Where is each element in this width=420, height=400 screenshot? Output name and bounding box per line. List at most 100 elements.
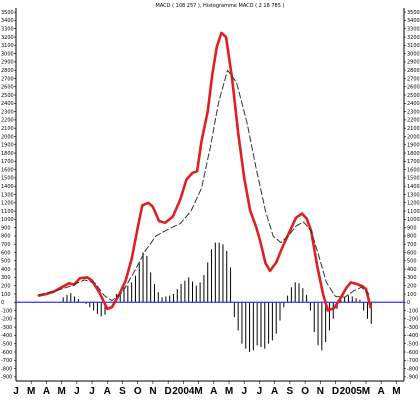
histogram-bars xyxy=(62,242,372,352)
y-tick-label: -900 xyxy=(1,375,12,381)
y-tick-label: 1300 xyxy=(407,192,420,198)
x-tick-label: A xyxy=(378,386,385,397)
y-tick-label: 400 xyxy=(407,267,417,273)
y-tick-label: 2100 xyxy=(1,126,14,132)
y-tick-label: -900 xyxy=(407,375,418,381)
y-tick-label: 200 xyxy=(1,283,11,289)
series-lines xyxy=(37,31,372,312)
y-tick-label: 2800 xyxy=(407,68,420,74)
y-tick-label: -300 xyxy=(1,325,12,331)
y-tick-label: 1100 xyxy=(1,209,14,215)
x-tick-label: M xyxy=(362,386,370,397)
y-tick-label: -500 xyxy=(1,342,12,348)
x-tick-label: A xyxy=(104,386,111,397)
y-tick-label: 2900 xyxy=(1,60,14,66)
y-tick-label: 1900 xyxy=(1,143,14,149)
y-tick-label: 2900 xyxy=(407,60,420,66)
y-tick-label: 3500 xyxy=(1,10,14,16)
y-tick-label: 2500 xyxy=(407,93,420,99)
y-tick-label: 3400 xyxy=(1,18,14,24)
y-tick-label: 3000 xyxy=(1,51,14,57)
y-tick-label: 3500 xyxy=(407,10,420,16)
y-tick-label: 1300 xyxy=(1,192,14,198)
y-tick-label: -600 xyxy=(1,350,12,356)
x-tick-label: A xyxy=(271,386,278,397)
y-tick-label: 1400 xyxy=(1,184,14,190)
y-tick-label: 500 xyxy=(407,259,417,265)
y-tick-label: 1000 xyxy=(407,217,420,223)
y-tick-label: 1200 xyxy=(1,201,14,207)
y-tick-label: 2200 xyxy=(407,118,420,124)
y-axis-right: 3500340033003200310030002900280027002600… xyxy=(404,10,420,381)
y-tick-label: 1700 xyxy=(407,159,420,165)
y-tick-label: 1600 xyxy=(407,167,420,173)
y-tick-label: 1100 xyxy=(407,209,420,215)
x-tick-label: J xyxy=(89,386,95,397)
y-tick-label: -100 xyxy=(407,308,418,314)
y-tick-label: 2500 xyxy=(1,93,14,99)
y-tick-label: 500 xyxy=(1,259,11,265)
x-tick-label: J xyxy=(74,386,80,397)
y-tick-label: 900 xyxy=(407,225,417,231)
y-tick-label: 400 xyxy=(1,267,11,273)
y-tick-label: 600 xyxy=(407,250,417,256)
axes-frame xyxy=(15,8,405,382)
x-tick-label: D xyxy=(165,386,172,397)
y-tick-label: 3400 xyxy=(407,18,420,24)
chart-title: MACD ( 108 257 ), Histogramme MACD ( 2 1… xyxy=(156,3,285,9)
y-tick-label: 1800 xyxy=(1,151,14,157)
y-tick-label: 1400 xyxy=(407,184,420,190)
y-tick-label: -200 xyxy=(407,317,418,323)
y-tick-label: 1500 xyxy=(1,176,14,182)
y-tick-label: -800 xyxy=(407,366,418,372)
y-tick-label: 3200 xyxy=(1,35,14,41)
y-tick-label: 1000 xyxy=(1,217,14,223)
y-tick-label: -500 xyxy=(407,342,418,348)
y-tick-label: 2700 xyxy=(1,76,14,82)
y-tick-label: 2000 xyxy=(1,134,14,140)
y-tick-label: 2400 xyxy=(407,101,420,107)
x-tick-label: J xyxy=(13,386,19,397)
x-tick-label: J xyxy=(257,386,263,397)
y-tick-label: 2400 xyxy=(1,101,14,107)
x-tick-label: A xyxy=(210,386,217,397)
y-tick-label: 700 xyxy=(407,242,417,248)
y-tick-label: -700 xyxy=(407,358,418,364)
x-tick-label: S xyxy=(119,386,126,397)
y-tick-label: 0 xyxy=(1,300,4,306)
x-tick-label: N xyxy=(317,386,324,397)
x-tick-label: N xyxy=(149,386,156,397)
y-tick-label: -700 xyxy=(1,358,12,364)
y-tick-label: 2300 xyxy=(407,109,420,115)
y-tick-label: 1900 xyxy=(407,143,420,149)
y-tick-label: 3300 xyxy=(1,27,14,33)
y-tick-label: -400 xyxy=(407,333,418,339)
y-tick-label: -800 xyxy=(1,366,12,372)
y-tick-label: 2700 xyxy=(407,76,420,82)
y-tick-label: 2000 xyxy=(407,134,420,140)
y-tick-label: 1700 xyxy=(1,159,14,165)
y-tick-label: -100 xyxy=(1,308,12,314)
y-tick-label: 2800 xyxy=(1,68,14,74)
y-tick-label: 200 xyxy=(407,283,417,289)
x-axis-labels: J M A M J J A S O N D 2004 M A M J J A S O N D 2005 M A M xyxy=(13,381,401,397)
x-tick-label: M xyxy=(194,386,202,397)
x-tick-label: D xyxy=(332,386,339,397)
y-tick-label: 0 xyxy=(407,300,410,306)
x-tick-label: M xyxy=(392,386,400,397)
signal-line xyxy=(38,69,370,302)
y-tick-label: 900 xyxy=(1,225,11,231)
y-tick-label: 800 xyxy=(1,234,11,240)
y-tick-label: 3100 xyxy=(1,43,14,49)
y-tick-label: -300 xyxy=(407,325,418,331)
y-tick-label: 2600 xyxy=(1,85,14,91)
y-tick-label: 100 xyxy=(407,292,417,298)
x-tick-label: J xyxy=(241,386,247,397)
y-tick-label: -400 xyxy=(1,333,12,339)
y-tick-label: 3100 xyxy=(407,43,420,49)
y-tick-label: 800 xyxy=(407,234,417,240)
y-tick-label: 600 xyxy=(1,250,11,256)
x-tick-label: M xyxy=(225,386,233,397)
x-tick-label: M xyxy=(27,386,35,397)
